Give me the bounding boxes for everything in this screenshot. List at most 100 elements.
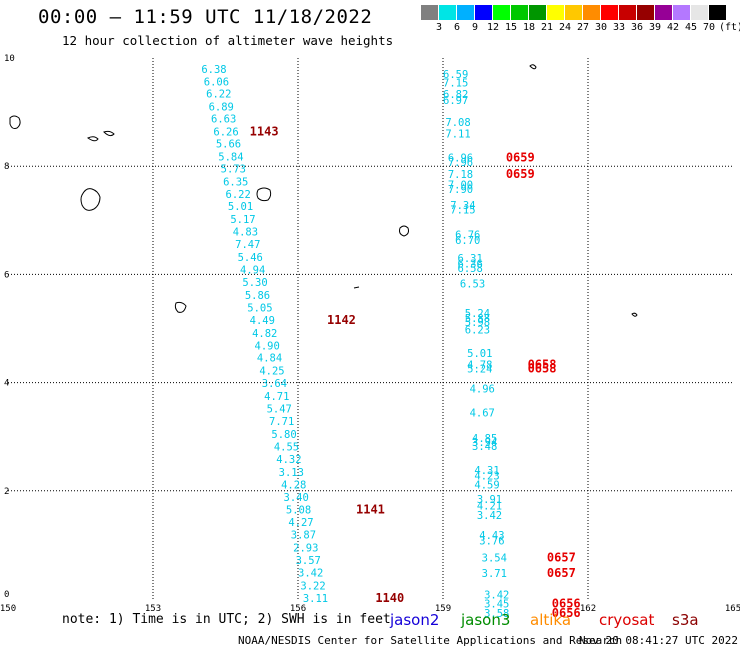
axis-labels: 150 153 156 159 162 165 0 2 4 6 8 10 [0, 54, 740, 614]
wave-height-value: 3.71 [482, 568, 507, 580]
wave-height-value: 4.90 [255, 340, 280, 352]
wave-height-value: 4.21 [477, 500, 502, 512]
wave-height-value: 5.66 [216, 138, 241, 150]
scale-label: (ft) [718, 22, 740, 33]
wave-height-value: 3.42 [484, 590, 509, 602]
wave-height-value: 5.01 [228, 201, 253, 213]
scale-label: 15 [504, 22, 518, 33]
scale-swatch [565, 5, 582, 20]
footer-note: note: 1) Time is in UTC; 2) SWH is in fe… [62, 612, 391, 627]
wave-height-value: 3.13 [279, 467, 304, 479]
scale-swatch [655, 5, 672, 20]
wave-height-value: 3.57 [296, 555, 321, 567]
pass-time-label: 0656 [552, 606, 581, 620]
wave-height-value: 6.76 [455, 229, 480, 241]
footer-credit: NOAA/NESDIS Center for Satellite Applica… [238, 634, 623, 647]
scale-swatch [709, 5, 726, 20]
scale-label: 12 [486, 22, 500, 33]
wave-height-value: 7.15 [450, 204, 475, 216]
island-outline [256, 187, 272, 202]
wave-height-value: 3.48 [472, 441, 497, 453]
scale-label: 24 [558, 22, 572, 33]
x-tick-label: 159 [435, 604, 451, 614]
wave-height-value: 6.26 [213, 127, 238, 139]
pass-time-label: 0657 [547, 566, 576, 580]
scale-label: 18 [522, 22, 536, 33]
scale-label: 9 [471, 22, 479, 33]
wave-height-value: 4.67 [470, 407, 495, 419]
scale-swatch [439, 5, 456, 20]
pass-time-label: 0658 [528, 362, 557, 376]
wave-height-value: 6.31 [458, 253, 483, 265]
wave-height-value: 5.24 [467, 364, 492, 376]
y-tick-label: 2 [4, 487, 9, 497]
wave-height-value: 4.83 [233, 227, 258, 239]
wave-height-value: 4.49 [250, 315, 275, 327]
pass-time-label: 0659 [506, 151, 535, 165]
map-grid [8, 58, 733, 599]
wave-height-value: 6.36 [458, 259, 483, 271]
scale-label: 30 [594, 22, 608, 33]
scale-swatch [673, 5, 690, 20]
wave-height-value: 6.96 [448, 153, 473, 165]
wave-height-value: 3.45 [484, 598, 509, 610]
left-track-values: 6.386.066.226.896.636.265.665.845.736.35… [201, 64, 328, 605]
wave-height-value: 4.59 [474, 479, 499, 491]
scale-label: 42 [666, 22, 680, 33]
wave-height-value: 3.42 [477, 510, 502, 522]
wave-height-value: 3.22 [300, 580, 325, 592]
wave-height-value: 3.42 [298, 567, 323, 579]
y-tick-label: 8 [4, 162, 9, 172]
wave-height-value: 7.96 [448, 157, 473, 169]
island-outline [9, 115, 21, 129]
wave-height-value: 4.85 [472, 433, 497, 445]
wave-height-value: 7.15 [443, 77, 468, 89]
y-tick-label: 0 [4, 590, 9, 600]
scale-swatch [637, 5, 654, 20]
wave-height-value: 5.46 [238, 252, 263, 264]
scale-label: 36 [630, 22, 644, 33]
wave-height-value: 6.59 [443, 69, 468, 81]
legend-item-jason3: jason3 [461, 611, 511, 629]
wave-height-value: 3.91 [477, 494, 502, 506]
wave-height-value: 3.76 [479, 536, 504, 548]
scale-swatch [691, 5, 708, 20]
wave-height-value: 6.70 [455, 235, 480, 247]
wave-height-value: 3.54 [482, 552, 507, 564]
wave-height-value: 6.38 [201, 64, 226, 76]
scale-swatch [421, 5, 438, 20]
wave-height-value: 6.22 [226, 189, 251, 201]
wave-height-value: 7.47 [235, 239, 260, 251]
wave-height-value: 7.11 [445, 129, 470, 141]
pass-time-label: 1140 [375, 591, 404, 605]
page-subtitle: 12 hour collection of altimeter wave hei… [62, 33, 394, 48]
wave-height-value: 4.23 [474, 471, 499, 483]
scale-swatch [547, 5, 564, 20]
wave-height-value: 6.06 [204, 76, 229, 88]
wave-height-value: 4.43 [479, 530, 504, 542]
wave-height-value: 3.11 [303, 593, 328, 605]
wave-height-value: 7.90 [448, 184, 473, 196]
pass-time-label: 0658 [528, 358, 557, 372]
x-tick-label: 153 [145, 604, 161, 614]
wave-height-value: 3.87 [291, 530, 316, 542]
scale-swatch [601, 5, 618, 20]
wave-height-value: 4.28 [281, 479, 306, 491]
wave-height-value: 7.34 [450, 200, 475, 212]
wave-height-value: 5.24 [465, 308, 490, 320]
island-outline [399, 225, 409, 237]
pass-time-label: 0659 [506, 167, 535, 181]
wave-height-value: 6.89 [209, 102, 234, 114]
wave-height-value: 4.94 [240, 265, 265, 277]
wave-height-value: 2.93 [293, 543, 318, 555]
pass-time-label: 0657 [547, 550, 576, 564]
pass-time-label: 1141 [356, 503, 385, 517]
wave-height-value: 5.30 [242, 277, 267, 289]
scale-label: 27 [576, 22, 590, 33]
wave-height-value: 4.78 [467, 360, 492, 372]
wave-height-value: 4.27 [288, 517, 313, 529]
wave-height-value: 5.98 [465, 317, 490, 329]
wave-height-value: 5.47 [267, 404, 292, 416]
island-outline [87, 136, 99, 142]
